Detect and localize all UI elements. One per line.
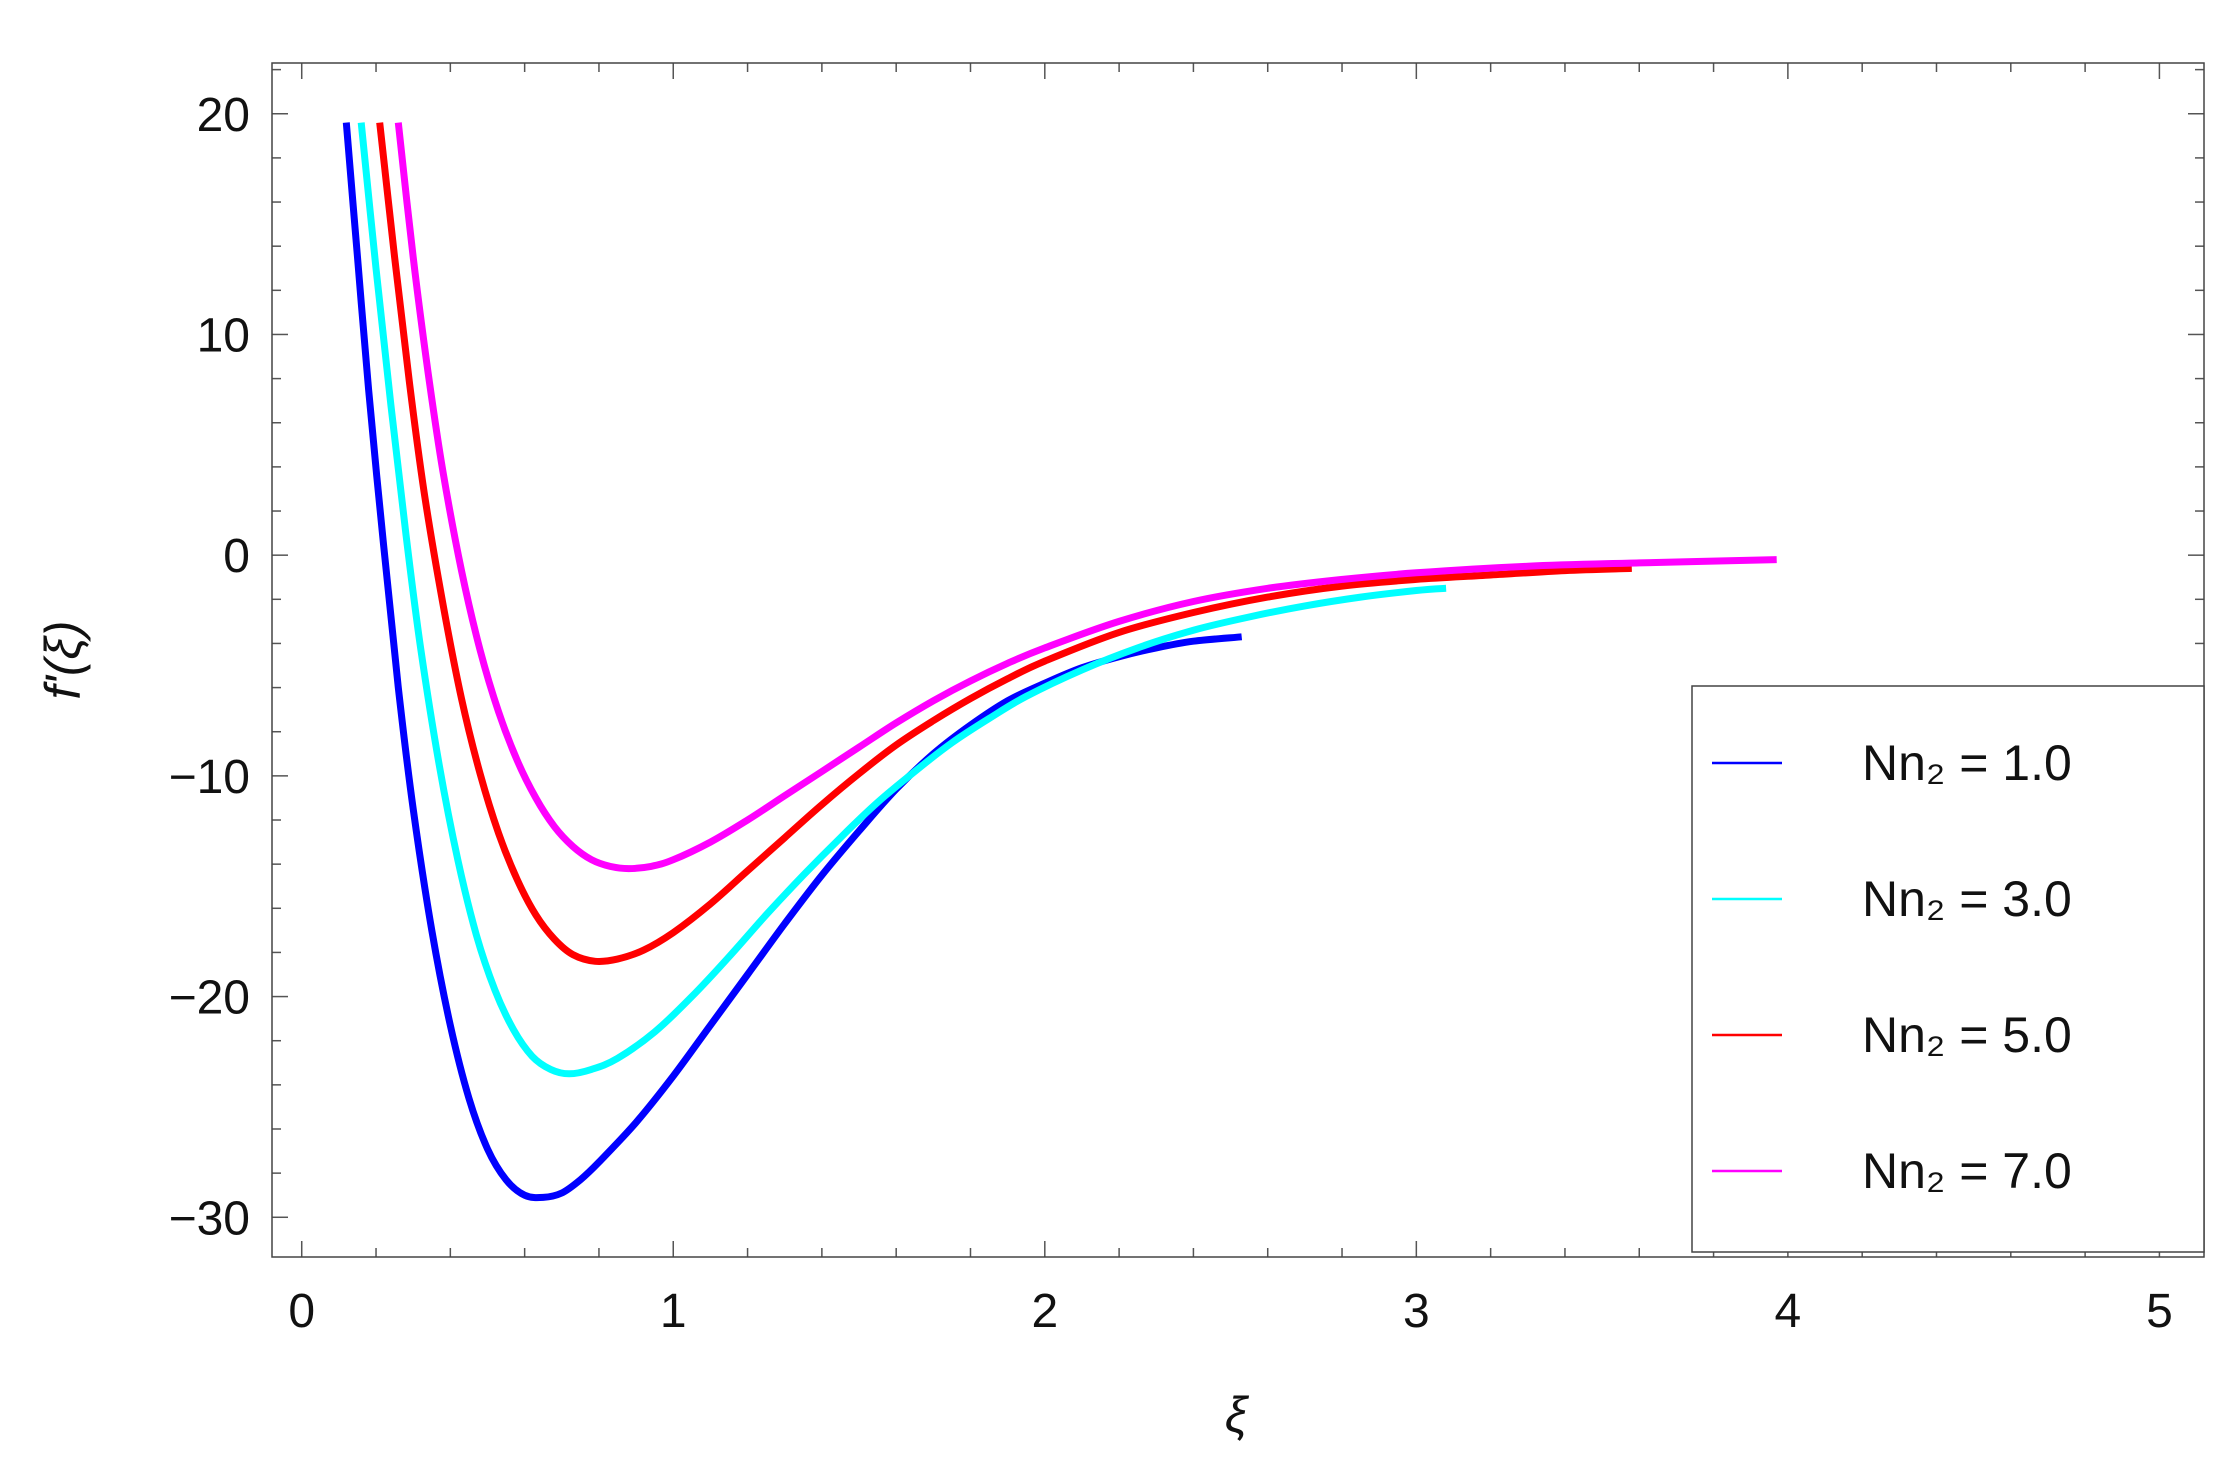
- x-tick-label: 3: [1403, 1285, 1430, 1338]
- series-line: [394, 122, 1777, 873]
- legend-label: Nn₂ = 7.0: [1862, 1143, 2072, 1199]
- x-tick-label: 1: [660, 1285, 687, 1338]
- tick-labels: 0 1 2 3 4 5 20 10 0 −10 −20 −30: [169, 89, 2173, 1338]
- x-tick-label: 0: [288, 1285, 315, 1338]
- y-tick-label: −10: [169, 751, 250, 804]
- legend-label: Nn₂ = 3.0: [1862, 871, 2072, 927]
- y-tick-label: −30: [169, 1192, 250, 1245]
- y-tick-label: 10: [197, 309, 250, 362]
- y-tick-label: 20: [197, 89, 250, 142]
- legend-box: [1691, 685, 2205, 1253]
- x-axis-title: ξ: [1225, 1387, 1250, 1443]
- x-tick-label: 5: [2146, 1285, 2173, 1338]
- x-tick-label: 2: [1031, 1285, 1058, 1338]
- y-tick-label: 0: [223, 530, 250, 583]
- series-line: [376, 122, 1632, 966]
- x-tick-label: 4: [1775, 1285, 1802, 1338]
- series-line: [342, 122, 1243, 1202]
- series-lines: [342, 122, 1777, 1202]
- legend: Nn₂ = 1.0 Nn₂ = 3.0 Nn₂ = 5.0 Nn₂ = 7.0: [1691, 685, 2205, 1253]
- y-axis-title: f'(ξ): [35, 620, 91, 699]
- y-tick-label: −20: [169, 972, 250, 1025]
- legend-label: Nn₂ = 5.0: [1862, 1007, 2072, 1063]
- series-line: [357, 122, 1447, 1078]
- legend-label: Nn₂ = 1.0: [1862, 735, 2072, 791]
- plot-frame: [271, 62, 2205, 1258]
